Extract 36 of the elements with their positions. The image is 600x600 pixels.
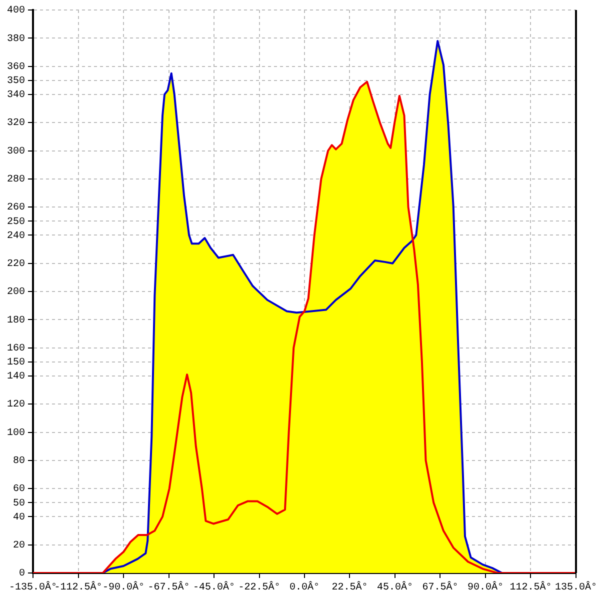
x-tick-label: -45.0Â° (192, 580, 236, 594)
y-tick-label: 100 (6, 428, 26, 439)
x-tick-label: 112.5Â° (510, 580, 552, 594)
y-tick-label: 0 (18, 568, 26, 580)
y-tick-label: 140 (6, 372, 26, 383)
y-tick-label: 60 (12, 484, 26, 496)
y-tick-label: 360 (6, 62, 26, 73)
y-tick-label: 120 (6, 400, 26, 411)
x-tick-label: 67.5Â° (422, 580, 458, 594)
y-tick-label: 150 (6, 358, 26, 369)
x-tick-label: 22.5Â° (332, 580, 368, 594)
y-tick-label: 340 (6, 90, 26, 102)
y-tick-label: 220 (6, 258, 26, 270)
y-tick-label: 260 (6, 202, 26, 214)
y-tick-label: 250 (6, 216, 26, 228)
y-tick-label: 240 (6, 230, 26, 242)
x-tick-label: 135.0Â° (554, 580, 598, 594)
y-tick-label: 400 (6, 6, 26, 17)
y-tick-label: 160 (6, 343, 26, 354)
x-tick-label: 0.0Â° (289, 580, 320, 594)
x-tick-label: 90.0Â° (467, 580, 504, 594)
x-tick-label: -67.5Â° (148, 580, 190, 594)
y-tick-label: 20 (12, 540, 26, 552)
y-tick-label: 300 (6, 146, 26, 158)
x-tick-label: 45.0Â° (376, 580, 414, 594)
y-tick-label: 80 (12, 456, 26, 468)
y-tick-label: 280 (6, 174, 26, 186)
x-tick-label: -90.0Â° (102, 580, 145, 594)
x-tick-label: -22.5Â° (238, 580, 280, 594)
y-tick-label: 200 (6, 287, 26, 298)
y-tick-label: 40 (12, 512, 26, 524)
y-tick-label: 180 (6, 315, 26, 326)
y-tick-label: 380 (6, 34, 26, 45)
y-tick-label: 50 (12, 498, 26, 510)
y-tick-label: 320 (6, 118, 26, 130)
y-tick-label: 350 (6, 76, 26, 88)
